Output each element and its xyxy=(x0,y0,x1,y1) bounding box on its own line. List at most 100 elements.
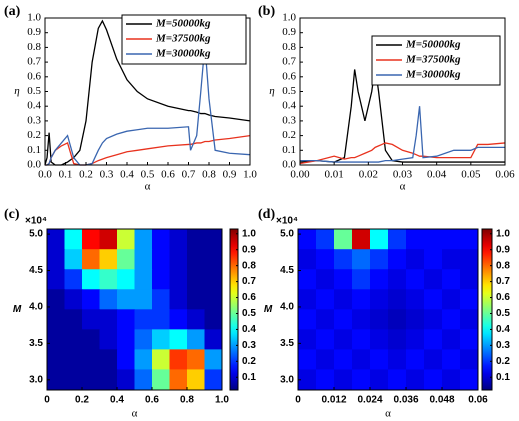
heatmap-cell xyxy=(424,229,443,250)
heatmap-cell xyxy=(169,369,188,390)
heatmap-cell xyxy=(134,229,153,250)
y-tick-label: 0.2 xyxy=(282,129,296,141)
colorbar-tick-label: 1.0 xyxy=(496,228,510,239)
heatmap-cell xyxy=(47,249,65,270)
heatmap-cell xyxy=(47,369,65,390)
plot-frame xyxy=(46,228,223,391)
y-tick-label: 4.0 xyxy=(280,302,294,313)
colorbar-tick-label: 0.2 xyxy=(242,356,256,367)
heatmap-cell xyxy=(442,349,461,370)
heatmap-cell xyxy=(298,249,317,270)
heatmap-cell xyxy=(316,269,335,290)
y-axis-label: η xyxy=(269,85,274,97)
colorbar-tick-label: 0.1 xyxy=(496,372,510,383)
heatmap-cell xyxy=(406,349,425,370)
heatmap-cell xyxy=(117,329,135,350)
heatmap-cell xyxy=(169,229,188,250)
heatmap-cell xyxy=(424,289,443,310)
x-tick-label: 0.04 xyxy=(427,169,447,181)
heatmap-cell xyxy=(187,289,205,310)
series-line xyxy=(45,134,251,166)
heatmap-cell xyxy=(388,309,407,330)
heatmap-cell xyxy=(352,289,371,310)
heatmap-cell xyxy=(99,309,118,330)
heatmap-cell xyxy=(169,349,188,370)
heatmap-cell xyxy=(99,229,118,250)
y-tick-label: 5.0 xyxy=(29,229,43,240)
colorbar xyxy=(481,228,493,391)
colorbar-tick-label: 0.7 xyxy=(242,276,256,287)
y-tick-label: 3.0 xyxy=(29,374,43,385)
y-axis-label: η xyxy=(14,85,19,97)
heatmap-cell xyxy=(424,269,443,290)
heatmap-cell xyxy=(460,289,478,310)
y-tick-label: 0.2 xyxy=(27,129,41,141)
heatmap-cell xyxy=(352,309,371,330)
heatmap-cells xyxy=(298,229,478,390)
heatmap-cell xyxy=(424,309,443,330)
heatmap-cell xyxy=(298,289,317,310)
y-axis-label: M xyxy=(13,304,22,315)
heatmap-cell xyxy=(460,249,478,270)
colorbar-tick-label: 0.3 xyxy=(496,340,510,351)
heatmap-cell xyxy=(442,229,461,250)
heatmap-cell xyxy=(169,289,188,310)
heatmap-cell xyxy=(316,369,335,390)
heatmap-cell xyxy=(442,289,461,310)
heatmap-cell xyxy=(134,289,153,310)
x-tick-label: 0.6 xyxy=(161,169,175,181)
series-line xyxy=(300,106,505,163)
x-tick-label: 0.036 xyxy=(393,395,418,406)
heatmap-cell xyxy=(316,249,335,270)
heatmap-cell xyxy=(406,309,425,330)
heatmap-cell xyxy=(388,289,407,310)
x-tick-label: 0.048 xyxy=(429,395,454,406)
heatmap-cell xyxy=(424,369,443,390)
heatmap-cell xyxy=(406,229,425,250)
x-tick-label: 0.4 xyxy=(110,395,124,406)
colorbar-tick-label: 0.5 xyxy=(242,308,256,319)
y-tick-label: 0.8 xyxy=(27,41,41,53)
heatmap-cell xyxy=(388,269,407,290)
legend-label: M=30000kg xyxy=(155,48,211,60)
x-tick-label: 1.0 xyxy=(243,169,257,181)
y-tick-label: 4.0 xyxy=(29,302,43,313)
heatmap-cell xyxy=(388,229,407,250)
x-tick-label: 0.01 xyxy=(325,169,344,181)
heatmap-cell xyxy=(152,309,170,330)
heatmap-cell xyxy=(334,229,353,250)
heatmap-cell xyxy=(352,369,371,390)
heatmap-cell xyxy=(370,249,389,270)
colorbar-tick-label: 0.8 xyxy=(242,260,256,271)
series-line xyxy=(299,66,505,163)
heatmap-cell xyxy=(442,249,461,270)
heatmap-cell xyxy=(82,329,100,350)
heatmap-cell xyxy=(187,249,205,270)
heatmap-cell xyxy=(99,249,118,270)
heatmap-cell xyxy=(169,269,188,290)
y-tick-label: 0.0 xyxy=(282,159,296,171)
heatmap-cell xyxy=(334,349,353,370)
heatmap-cell xyxy=(316,349,335,370)
heatmap-cell xyxy=(47,289,65,310)
heatmap-cell xyxy=(352,229,371,250)
heatmap-cell xyxy=(204,229,222,250)
x-tick-label: 0.6 xyxy=(145,395,159,406)
heatmap-cell xyxy=(316,289,335,310)
heatmap-cell xyxy=(117,249,135,270)
heatmap-cell xyxy=(169,329,188,350)
panel-label: (b) xyxy=(258,4,275,19)
heatmap-cell xyxy=(117,289,135,310)
heatmap-cell xyxy=(334,329,353,350)
heatmap-cell xyxy=(204,289,222,310)
heatmap-cell xyxy=(152,249,170,270)
heatmap-cell xyxy=(298,309,317,330)
heatmap-cell xyxy=(47,309,65,330)
x-tick-label: 0.0 xyxy=(38,169,52,181)
heatmap-cell xyxy=(64,329,83,350)
heatmap-cell xyxy=(64,249,83,270)
heatmap-cell xyxy=(352,269,371,290)
heatmap-cell xyxy=(64,269,83,290)
y-tick-label: 0.7 xyxy=(27,56,41,68)
